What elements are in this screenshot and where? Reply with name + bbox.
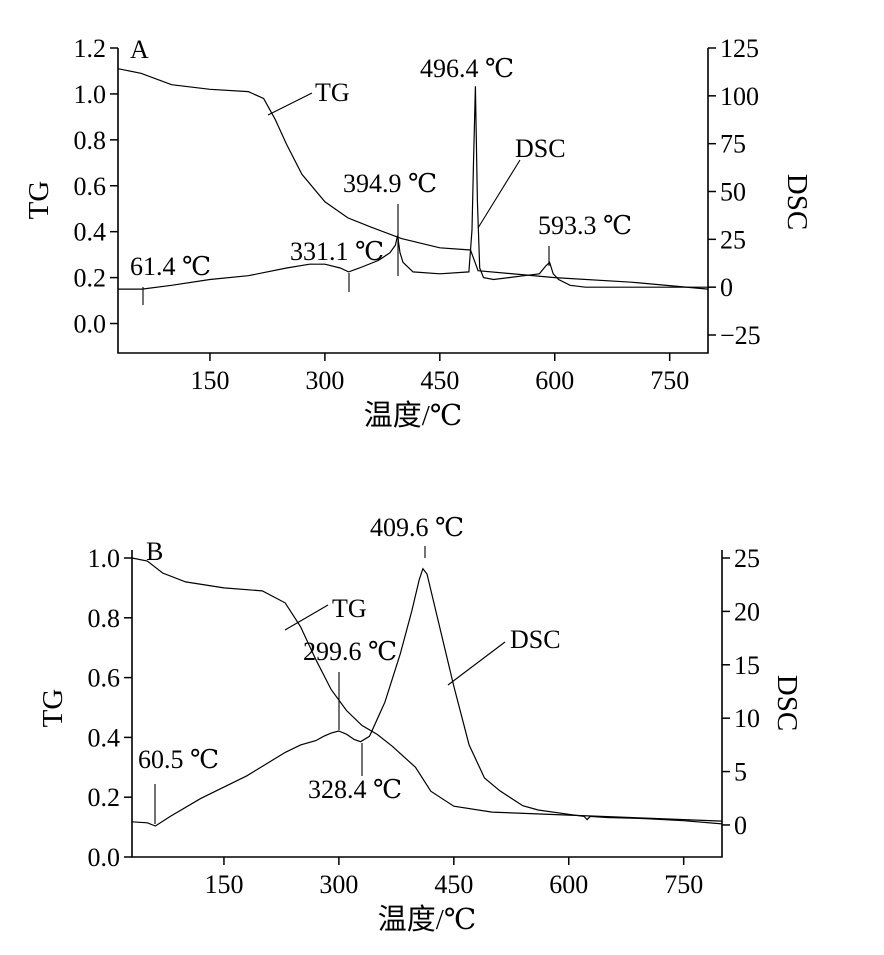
panel-a-y2-axis-title: DSC	[781, 174, 813, 230]
x-tick-label: 150	[204, 870, 243, 899]
y-tick-label: 0.8	[88, 604, 121, 633]
y-tick-label: 0.0	[88, 843, 121, 872]
panel-a-x-axis-title: 温度/℃	[364, 399, 463, 432]
panel-b-tg-label: TG	[332, 594, 367, 623]
panel-b-tg-leader	[284, 604, 329, 631]
tg-curve	[117, 68, 709, 290]
y-tick-label: 0.0	[74, 310, 107, 339]
panel-b-y-ticks: 0.0 0.2 0.4 0.6 0.8 1.0	[88, 544, 132, 872]
panel-a-annotations: 61.4 ℃ 331.1 ℃ 394.9 ℃ 496.4 ℃ 593.3 ℃	[130, 54, 632, 305]
x-tick-label: 300	[305, 366, 344, 395]
y2-tick-label: 100	[720, 82, 759, 111]
panel-b-x-axis-title: 温度/℃	[378, 903, 477, 936]
x-tick-label: 600	[535, 366, 574, 395]
y2-tick-label: 20	[734, 597, 760, 626]
y-tick-label: 0.6	[88, 664, 121, 693]
panel-b-y2-ticks: 0 5 10 15 20 25	[722, 544, 760, 840]
x-tick-label: 600	[549, 870, 588, 899]
panel-a-y-axis-title: TG	[23, 181, 55, 220]
y-tick-label: 1.0	[88, 544, 121, 573]
panel-a-x-ticks: 150 300 450 600 750	[190, 353, 689, 395]
y2-tick-label: 25	[720, 225, 746, 254]
y2-tick-label: 15	[734, 651, 760, 680]
panel-b-curves	[131, 557, 723, 827]
y2-tick-label: 125	[720, 34, 759, 63]
panel-a-tg-label: TG	[315, 78, 350, 107]
y-tick-label: 0.2	[74, 264, 107, 293]
y2-tick-label: 0	[720, 273, 733, 302]
x-tick-label: 300	[319, 870, 358, 899]
y2-tick-label: 50	[720, 178, 746, 207]
x-tick-label: 450	[420, 366, 459, 395]
x-tick-label: 750	[664, 870, 703, 899]
panel-a-dsc-label: DSC	[515, 134, 566, 163]
y2-tick-label: 10	[734, 704, 760, 733]
panel-b-dsc-label: DSC	[510, 625, 561, 654]
panel-a-y-ticks: 0.0 0.2 0.4 0.6 0.8 1.0 1.2	[74, 34, 118, 339]
panel-b-x-ticks: 150 300 450 600 750	[204, 857, 703, 899]
y-tick-label: 0.4	[88, 723, 121, 752]
y-tick-label: 0.8	[74, 126, 107, 155]
dsc-curve	[131, 567, 723, 827]
peak-annotation: 299.6 ℃	[303, 637, 397, 666]
panel-a-letter: A	[130, 35, 149, 64]
panel-a: 150 300 450 600 750 0.00.20.40.60.81.01.2 −2…	[23, 34, 813, 432]
tg-curve	[131, 557, 723, 822]
peak-annotation: 593.3 ℃	[538, 211, 632, 240]
y-tick-label: 1.0	[74, 80, 107, 109]
y-tick-label: 1.2	[74, 34, 107, 63]
peak-annotation: 331.1 ℃	[290, 237, 384, 266]
peak-annotation: 496.4 ℃	[420, 54, 514, 83]
y2-tick-label: 5	[734, 758, 747, 787]
peak-annotation: 328.4 ℃	[308, 775, 402, 804]
y-tick-label: 0.4	[74, 218, 107, 247]
peak-annotation: 409.6 ℃	[370, 513, 464, 542]
peak-annotation: 60.5 ℃	[138, 745, 219, 774]
panel-a-y2-ticks: −25 0 25 50 75 100 125	[708, 34, 761, 350]
panel-b: 150 300 450 600 750 0.0 0.2 0.4 0.6 0.8 1.0 0 5 10 1…	[37, 513, 803, 936]
panel-a-dsc-leader	[477, 159, 521, 229]
x-tick-label: 150	[190, 366, 229, 395]
y2-tick-label: 0	[734, 811, 747, 840]
dsc-curve	[118, 86, 708, 290]
peak-annotation: 61.4 ℃	[130, 252, 211, 281]
peak-annotation: 394.9 ℃	[343, 169, 437, 198]
panel-b-letter: B	[146, 537, 163, 566]
panel-b-y-axis-title: TG	[37, 689, 69, 728]
panel-a-curves	[117, 68, 709, 290]
y-tick-label: 0.6	[74, 172, 107, 201]
y2-tick-label: 25	[734, 544, 760, 573]
panel-b-annotations: 60.5 ℃ 299.6 ℃ 328.4 ℃ 409.6 ℃	[138, 513, 464, 824]
y2-tick-label: −25	[720, 321, 761, 350]
y-tick-label: 0.2	[88, 783, 121, 812]
x-tick-label: 450	[434, 870, 473, 899]
panel-a-tg-leader	[267, 92, 313, 116]
panel-b-y2-axis-title: DSC	[771, 675, 803, 731]
x-tick-label: 750	[650, 366, 689, 395]
panel-b-axis-frame	[131, 550, 723, 858]
y2-tick-label: 75	[720, 130, 746, 159]
panel-b-dsc-leader	[447, 641, 506, 686]
panel-a-axis-frame	[117, 48, 709, 354]
